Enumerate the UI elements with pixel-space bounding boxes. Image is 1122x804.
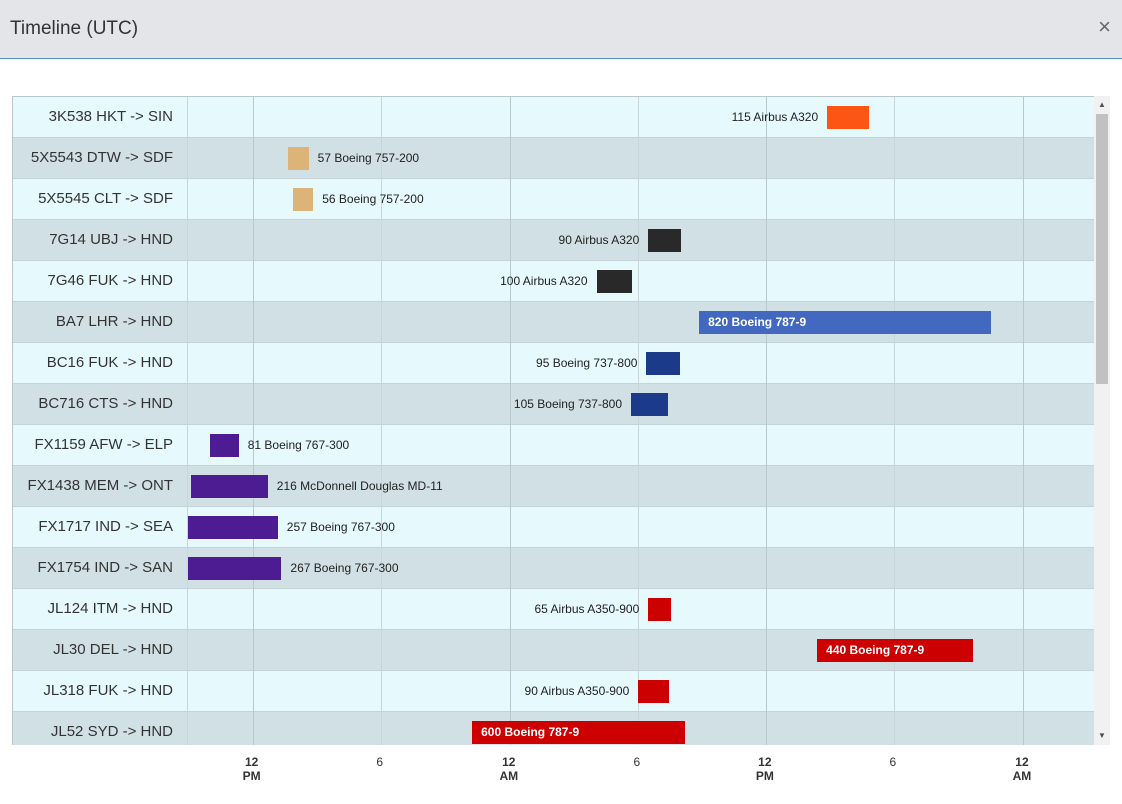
timeline-row: JL124 ITM -> HND [13, 589, 1094, 630]
gridline [509, 97, 511, 745]
flight-bar[interactable] [187, 556, 282, 580]
axis-tick-label: 6 [350, 755, 410, 769]
flight-bar[interactable] [648, 228, 681, 252]
label-divider [187, 97, 188, 745]
axis-tick-label: 12 PM [735, 755, 795, 783]
timeline-row: FX1717 IND -> SEA [13, 507, 1094, 548]
vertical-scrollbar[interactable]: ▲ ▼ [1094, 96, 1110, 745]
gridline [637, 97, 639, 745]
gridline [893, 97, 895, 745]
axis-tick-label: 6 [607, 755, 667, 769]
flight-bar[interactable] [827, 105, 869, 129]
row-label: 5X5545 CLT -> SDF [38, 190, 173, 207]
flight-bar[interactable] [699, 310, 991, 334]
flight-bar-label: 115 Airbus A320 [731, 109, 819, 124]
axis-tick-period: AM [1012, 769, 1032, 783]
axis-tick-period: PM [242, 769, 261, 783]
row-label: FX1754 IND -> SAN [37, 559, 173, 576]
flight-bar[interactable] [187, 515, 278, 539]
timeline-row: 5X5545 CLT -> SDF [13, 179, 1094, 220]
row-label: BC16 FUK -> HND [46, 354, 173, 371]
flight-bar[interactable] [293, 187, 314, 211]
timeline-row: FX1754 IND -> SAN [13, 548, 1094, 589]
flight-bar-label: 95 Boeing 737-800 [536, 355, 638, 370]
timeline-row: 5X5543 DTW -> SDF [13, 138, 1094, 179]
flight-bar-label: 81 Boeing 767-300 [247, 437, 350, 452]
dialog-title: Timeline (UTC) [10, 18, 139, 39]
axis-tick-label: 12 AM [479, 755, 539, 783]
flight-bar-label: 100 Airbus A320 [500, 273, 588, 288]
axis-tick-label: 12 PM [222, 755, 282, 783]
flight-bar[interactable] [472, 720, 686, 744]
axis-tick-value: 6 [889, 755, 897, 769]
axis-tick-value: 12 [244, 755, 259, 769]
axis-tick-period: AM [499, 769, 519, 783]
row-label: JL124 ITM -> HND [47, 600, 173, 617]
flight-bar[interactable] [648, 597, 671, 621]
flight-bar[interactable] [209, 433, 239, 457]
row-label: FX1438 MEM -> ONT [27, 477, 173, 494]
row-label: BA7 LHR -> HND [55, 313, 173, 330]
scroll-down-icon[interactable]: ▼ [1098, 731, 1106, 740]
timeline-row: 3K538 HKT -> SIN [13, 97, 1094, 138]
flight-bar[interactable] [638, 679, 670, 703]
axis-tick-period: PM [755, 769, 774, 783]
flight-bar-label: 105 Boeing 737-800 [513, 396, 622, 411]
axis-tick-value: 12 [758, 755, 772, 769]
gridline [380, 97, 382, 745]
flight-bar[interactable] [631, 392, 669, 416]
timeline-row: JL318 FUK -> HND [13, 671, 1094, 712]
row-label: 7G46 FUK -> HND [47, 272, 173, 289]
timeline-chart: 3K538 HKT -> SIN 5X5543 DTW -> SDF 5X5545 … [12, 96, 1094, 745]
flight-bar-label: 65 Airbus A350-900 [534, 601, 640, 616]
row-label: 5X5543 DTW -> SDF [30, 149, 173, 166]
flight-bar-label: 820 Boeing 787-9 [708, 314, 807, 329]
row-label: FX1717 IND -> SEA [38, 518, 173, 535]
row-label: JL52 SYD -> HND [50, 723, 173, 740]
scroll-up-icon[interactable]: ▲ [1098, 100, 1106, 109]
timeline-row: BC716 CTS -> HND [13, 384, 1094, 425]
flight-bar-label: 56 Boeing 757-200 [322, 191, 424, 206]
dialog-header: Timeline (UTC) × [0, 0, 1122, 59]
timeline-row: FX1438 MEM -> ONT [13, 466, 1094, 507]
flight-bar[interactable] [817, 638, 974, 662]
row-label: 3K538 HKT -> SIN [48, 108, 173, 125]
row-label: JL318 FUK -> HND [43, 682, 173, 699]
gridline [1022, 97, 1024, 745]
flight-bar[interactable] [287, 146, 309, 170]
axis-tick-label: 12 AM [992, 755, 1052, 783]
timeline-row: FX1159 AFW -> ELP [13, 425, 1094, 466]
flight-bar-label: 57 Boeing 757-200 [317, 150, 420, 165]
axis-tick-value: 6 [376, 755, 384, 769]
flight-bar-label: 90 Airbus A320 [558, 232, 640, 247]
flight-bar-label: 440 Boeing 787-9 [826, 642, 925, 657]
flight-bar-label: 600 Boeing 787-9 [481, 724, 580, 739]
flight-bar[interactable] [190, 474, 268, 498]
close-icon[interactable]: × [1098, 14, 1111, 39]
flight-bar-label: 267 Boeing 767-300 [290, 560, 399, 575]
row-label: BC716 CTS -> HND [38, 395, 173, 412]
row-label: JL30 DEL -> HND [53, 641, 173, 658]
timeline-row: 7G14 UBJ -> HND [13, 220, 1094, 261]
gridline [252, 97, 254, 745]
axis-tick-value: 12 [502, 755, 516, 769]
axis-tick-value: 6 [633, 755, 641, 769]
axis-tick-label: 6 [863, 755, 923, 769]
row-label: 7G14 UBJ -> HND [49, 231, 173, 248]
flight-bar-label: 90 Airbus A350-900 [524, 683, 630, 698]
row-label: FX1159 AFW -> ELP [34, 436, 173, 453]
timeline-row: 7G46 FUK -> HND [13, 261, 1094, 302]
timeline-row: BC16 FUK -> HND [13, 343, 1094, 384]
flight-bar[interactable] [596, 269, 632, 293]
gridline [765, 97, 767, 745]
flight-bar-label: 257 Boeing 767-300 [286, 519, 395, 534]
axis-tick-value: 12 [1015, 755, 1029, 769]
scrollbar-thumb[interactable] [1096, 114, 1108, 384]
flight-bar-label: 216 McDonnell Douglas MD-11 [276, 478, 443, 493]
flight-bar[interactable] [646, 351, 681, 375]
